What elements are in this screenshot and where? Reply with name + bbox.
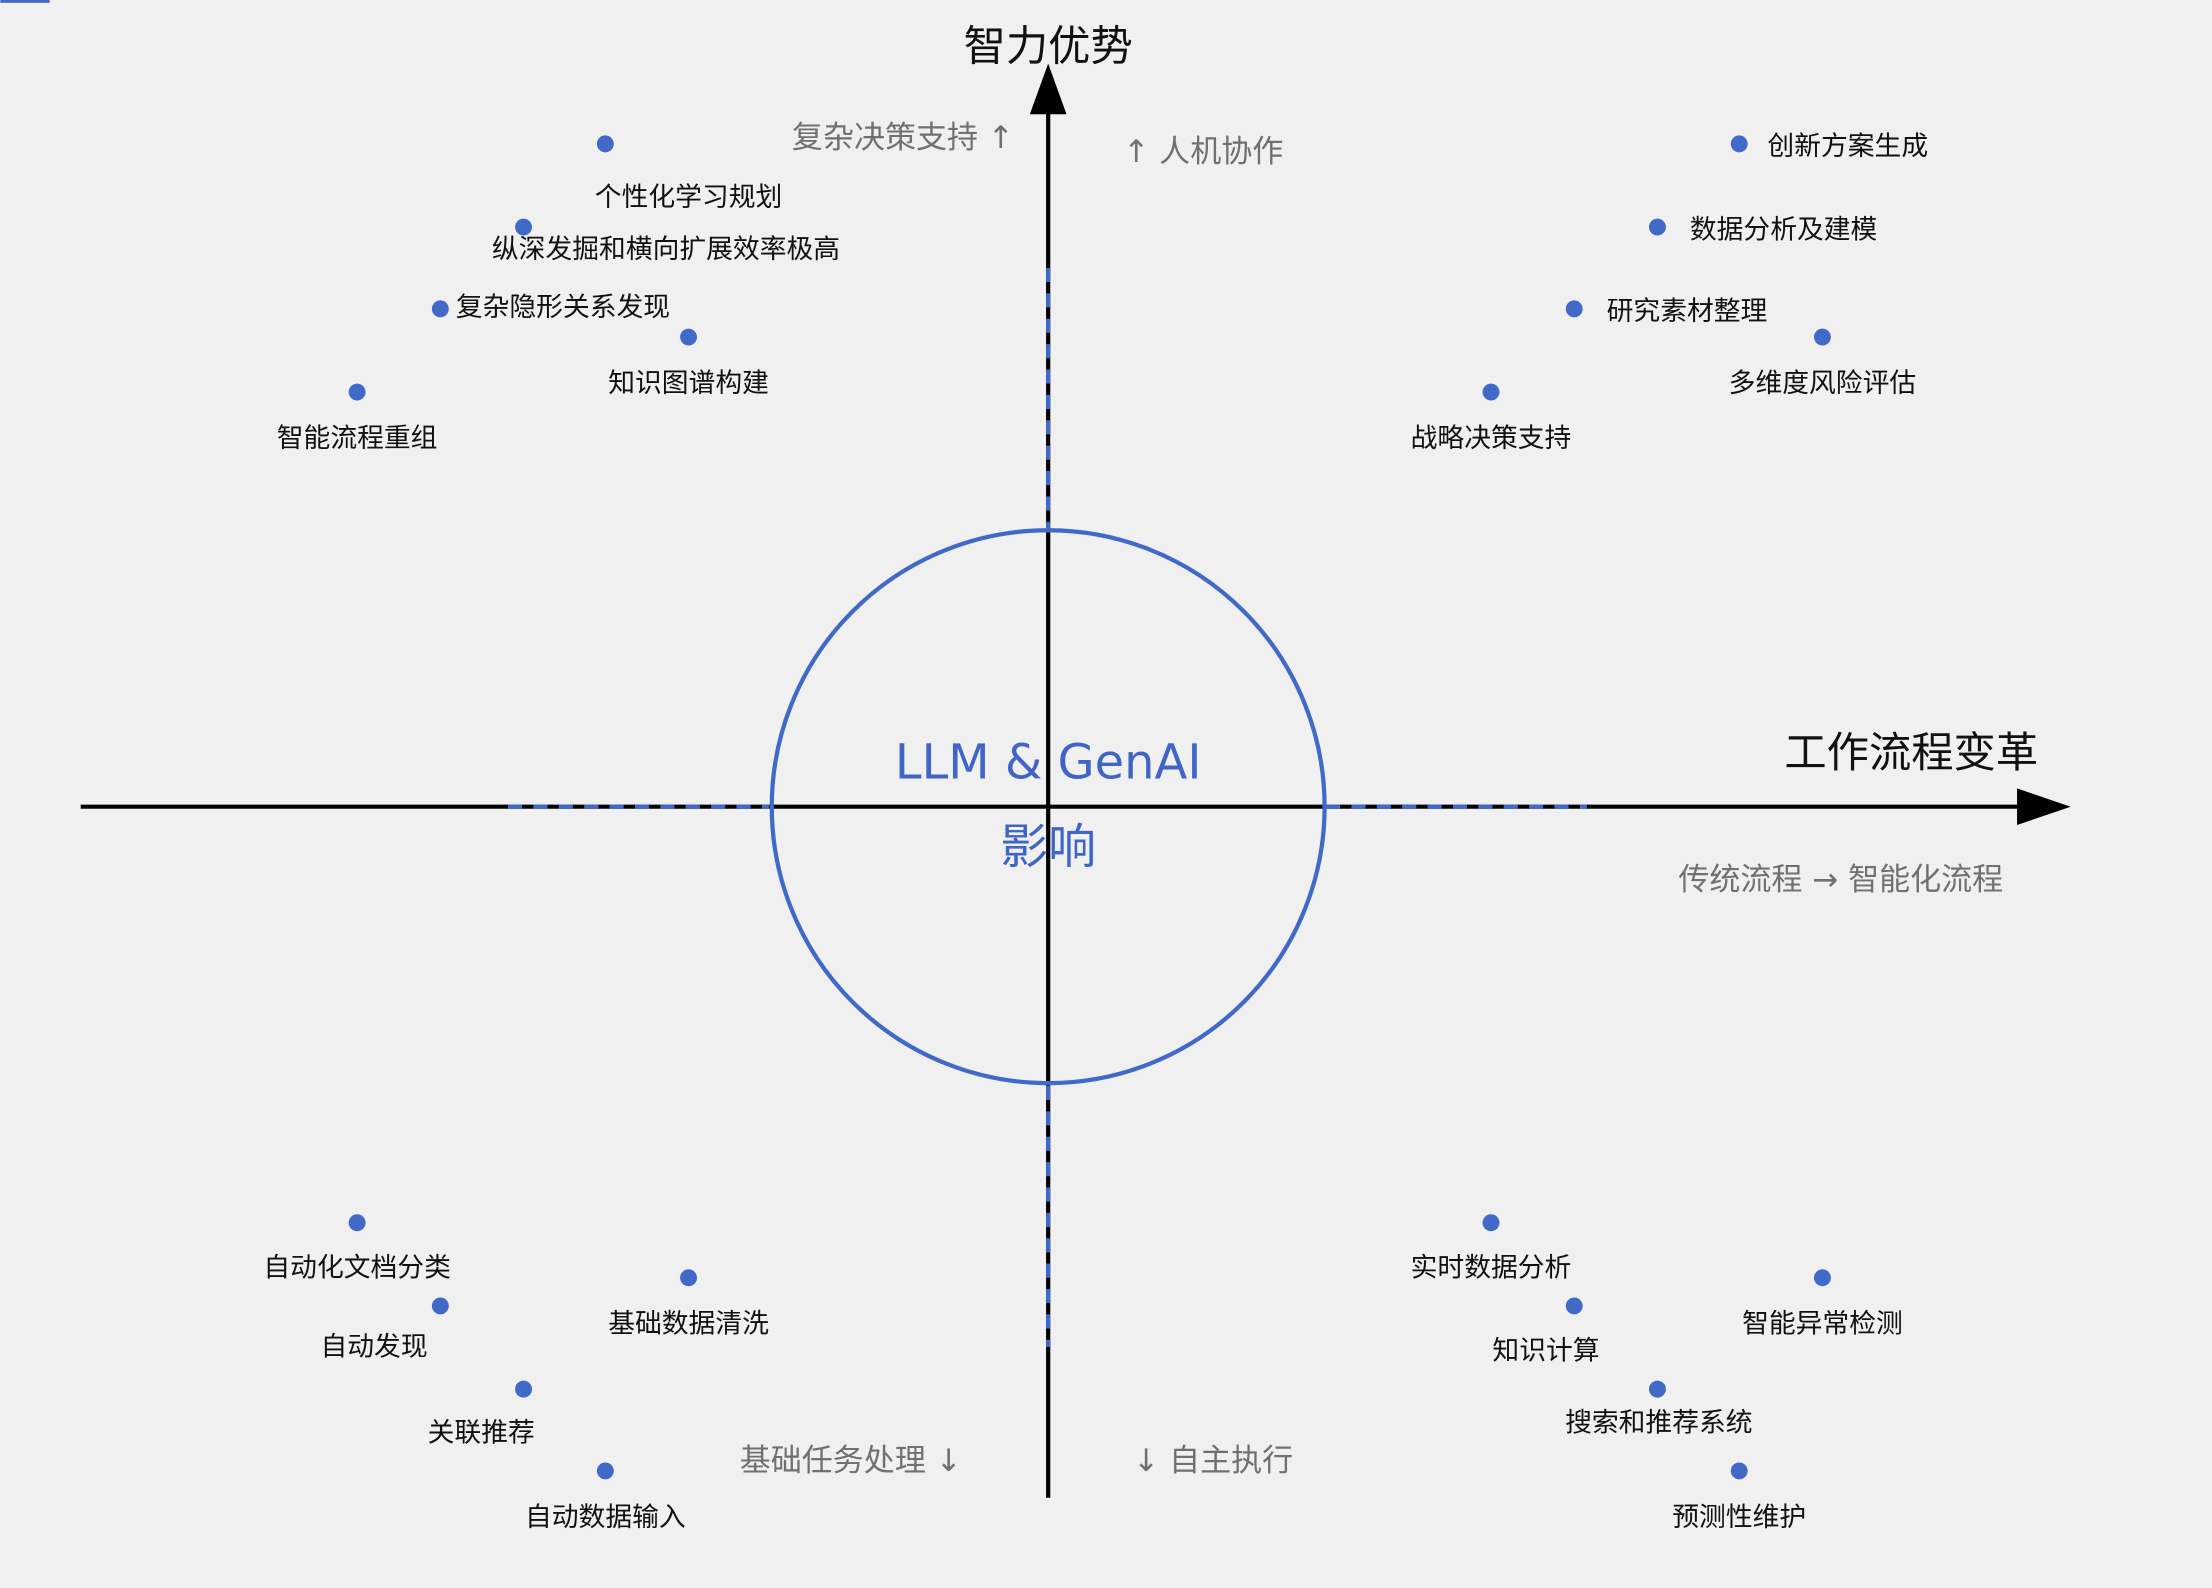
dashed-highlights — [508, 267, 1587, 1347]
point-label-top-right: 战略决策支持 — [1411, 423, 1572, 454]
point-dot-bottom-left — [680, 1269, 698, 1287]
point-label-top-left: 个性化学习规划 — [595, 182, 782, 213]
point-label-bottom-right: 预测性维护 — [1672, 1502, 1806, 1533]
point-dot-bottom-right — [1813, 1269, 1831, 1287]
point-label-bottom-left: 自动发现 — [320, 1331, 427, 1362]
point-dot-top-left — [596, 135, 614, 153]
x-axis-title: 工作流程变革 — [1784, 728, 2038, 777]
x-axis-arrow-icon — [2017, 788, 2071, 826]
point-dot-top-left — [680, 328, 698, 346]
point-dot-bottom-right — [1565, 1297, 1583, 1315]
point-dot-top-left — [348, 383, 366, 401]
point-dot-top-right — [1730, 135, 1748, 153]
hint-top-right: ↑ 人机协作 — [1123, 134, 1283, 170]
top-accent-bar — [0, 0, 50, 3]
point-label-top-right: 多维度风险评估 — [1729, 368, 1916, 399]
point-label-bottom-left: 基础数据清洗 — [608, 1309, 769, 1340]
point-dot-bottom-left — [348, 1214, 366, 1232]
point-dot-top-left — [515, 218, 533, 236]
point-dot-top-right — [1482, 383, 1500, 401]
x-axis-subtitle: 传统流程 → 智能化流程 — [1678, 862, 2003, 898]
points-layer: 个性化学习规划纵深发掘和横向扩展效率极高复杂隐形关系发现知识图谱构建智能流程重组… — [263, 131, 1928, 1533]
point-label-top-left: 知识图谱构建 — [608, 368, 769, 399]
y-axis-title: 智力优势 — [964, 22, 1133, 71]
point-label-bottom-left: 自动化文档分类 — [263, 1252, 450, 1283]
hint-bottom-right: ↓ 自主执行 — [1133, 1443, 1293, 1479]
point-label-bottom-right: 实时数据分析 — [1411, 1252, 1572, 1283]
point-dot-top-right — [1565, 300, 1583, 318]
hint-bottom-left: 基础任务处理 ↓ — [740, 1443, 962, 1479]
point-label-bottom-left: 关联推荐 — [428, 1417, 535, 1448]
point-label-top-right: 创新方案生成 — [1767, 131, 1928, 162]
point-label-top-right: 研究素材整理 — [1607, 296, 1768, 327]
point-dot-bottom-left — [515, 1380, 533, 1398]
point-dot-top-right — [1648, 218, 1666, 236]
point-dot-top-left — [431, 300, 449, 318]
center-label-2: 影响 — [1000, 819, 1096, 875]
point-label-bottom-right: 搜索和推荐系统 — [1565, 1407, 1752, 1438]
y-axis-arrow-icon — [1029, 63, 1067, 115]
hint-top-left: 复杂决策支持 ↑ — [792, 120, 1014, 156]
center-label-1: LLM & GenAI — [895, 734, 1202, 790]
point-label-top-left: 复杂隐形关系发现 — [456, 292, 670, 323]
point-label-bottom-right: 智能异常检测 — [1742, 1309, 1903, 1340]
point-label-top-left: 纵深发掘和横向扩展效率极高 — [492, 234, 840, 265]
point-dot-bottom-left — [431, 1297, 449, 1315]
center-circle — [769, 528, 1327, 1086]
point-dot-bottom-right — [1648, 1380, 1666, 1398]
point-label-top-left: 智能流程重组 — [277, 423, 438, 454]
point-label-bottom-right: 知识计算 — [1492, 1336, 1599, 1367]
point-label-top-right: 数据分析及建模 — [1690, 214, 1877, 245]
point-dot-bottom-right — [1730, 1462, 1748, 1480]
point-dot-top-right — [1813, 328, 1831, 346]
point-label-bottom-left: 自动数据输入 — [525, 1502, 686, 1533]
point-dot-bottom-right — [1482, 1214, 1500, 1232]
point-dot-bottom-left — [596, 1462, 614, 1480]
